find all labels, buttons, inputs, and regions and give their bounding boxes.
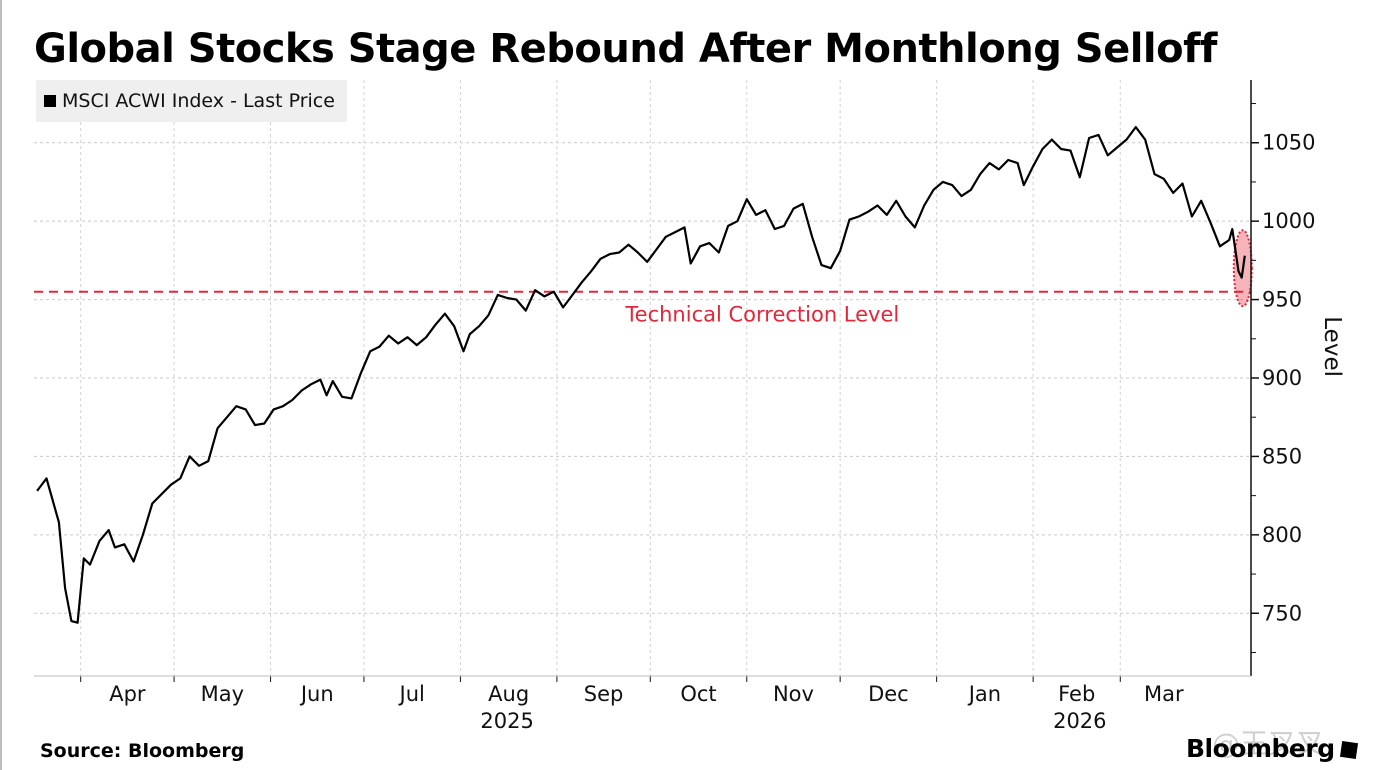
y-tick-label: 950 — [1262, 288, 1302, 312]
y-axis-label: Level — [1319, 316, 1345, 377]
x-tick-label: Jun — [299, 682, 334, 706]
y-tick-label: 850 — [1262, 444, 1302, 468]
x-tick-label: Aug — [488, 682, 529, 706]
y-tick-label: 1050 — [1262, 131, 1315, 155]
source-note: Source: Bloomberg — [40, 740, 245, 762]
y-tick-label: 1000 — [1262, 209, 1315, 233]
series-line-msci-acwi — [36, 126, 1246, 624]
grid — [34, 80, 1251, 676]
y-tick-label: 900 — [1262, 366, 1302, 390]
legend-label: MSCI ACWI Index - Last Price — [62, 90, 335, 112]
axes: 750 800 850 900 950 1000 1050 Apr May Jun Jul Aug Se… — [34, 80, 1345, 733]
watermark-text: @王叉叉 — [1212, 727, 1325, 760]
x-tick-label: Jan — [967, 682, 1001, 706]
x-year-label: 2025 — [480, 709, 533, 733]
left-border — [0, 0, 2, 770]
x-tick-label: Jul — [398, 682, 425, 706]
y-tick-label: 750 — [1262, 601, 1302, 625]
x-tick-label: Feb — [1058, 682, 1095, 706]
x-tick-label: May — [201, 682, 244, 706]
x-tick-label: Mar — [1144, 682, 1184, 706]
x-year-label: 2026 — [1053, 709, 1106, 733]
correction-level-label: Technical Correction Level — [624, 303, 899, 327]
legend-swatch — [44, 95, 56, 107]
x-tick-label: Oct — [680, 682, 716, 706]
x-tick-label: Sep — [584, 682, 624, 706]
x-tick-label: Apr — [109, 682, 146, 706]
bloomberg-mark-icon — [1339, 740, 1358, 760]
chart-title: Global Stocks Stage Rebound After Monthl… — [34, 26, 1217, 72]
y-tick-label: 800 — [1262, 523, 1302, 547]
brand-name: Bloomberg — [1186, 734, 1335, 763]
x-tick-label: Dec — [868, 682, 909, 706]
series-layer — [36, 126, 1246, 624]
x-tick-label: Nov — [773, 682, 814, 706]
reference-layer: Technical Correction Level — [34, 229, 1253, 327]
bloomberg-logo: Bloomberg — [1186, 734, 1358, 763]
legend: MSCI ACWI Index - Last Price — [36, 80, 347, 122]
